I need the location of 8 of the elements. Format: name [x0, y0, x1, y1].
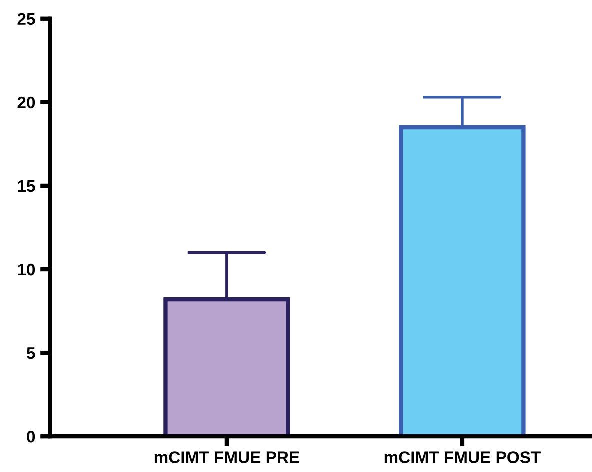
x-tick-label: mCIMT FMUE PRE	[154, 452, 300, 464]
y-tick-label: 10	[18, 264, 36, 276]
y-tick-label: 20	[18, 96, 36, 109]
y-tick-label: 0	[27, 431, 36, 443]
y-tick-label: 25	[18, 13, 36, 26]
x-tick-label: mCIMT FMUE POST	[384, 452, 541, 464]
y-tick-label: 15	[18, 180, 36, 192]
y-tick-label: 5	[26, 348, 36, 360]
